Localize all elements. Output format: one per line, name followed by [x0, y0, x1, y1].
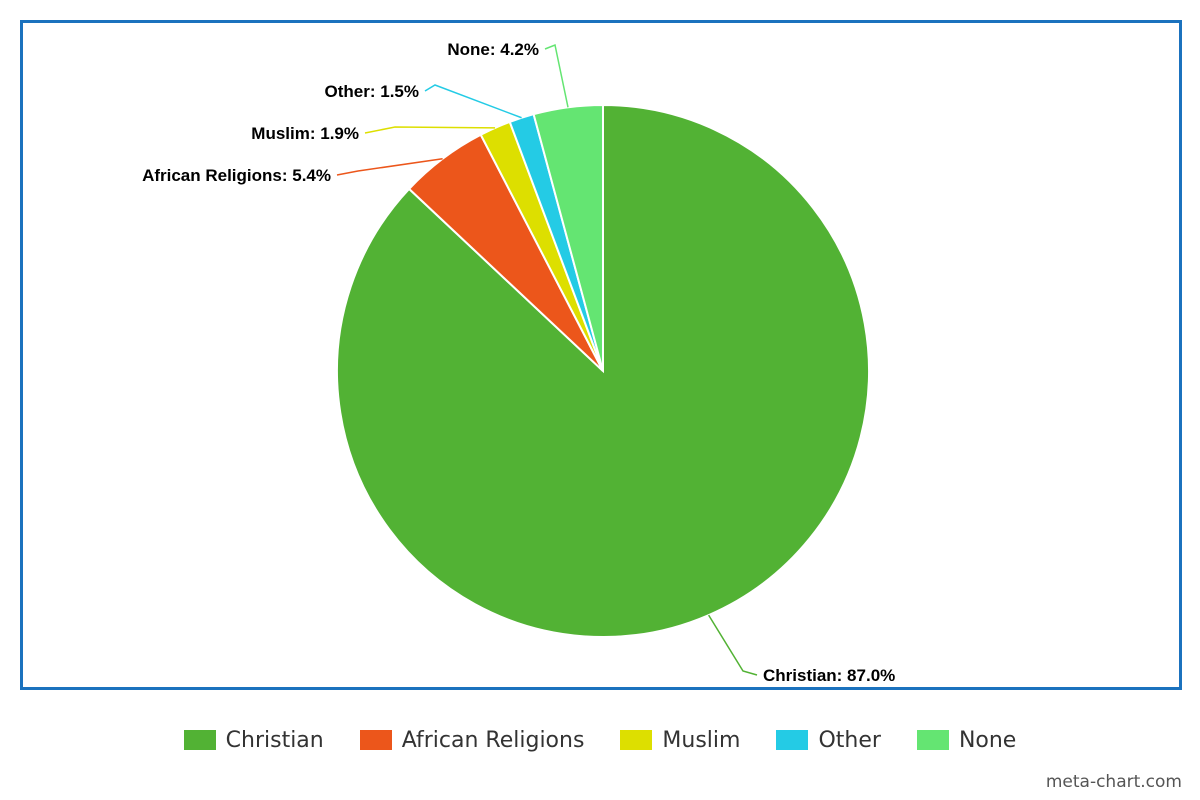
- connector-none: [544, 43, 569, 108]
- legend-item-african-religions[interactable]: African Religions: [359, 727, 585, 753]
- chart-frame: Christian: 87.0% African Religions: 5.4% M…: [20, 20, 1182, 690]
- legend-swatch-none: [916, 730, 949, 750]
- data-label-other: Other: 1.5%: [325, 82, 419, 101]
- legend-swatch-other: [776, 730, 809, 750]
- connector-african-religions: [336, 158, 443, 176]
- legend-item-muslim[interactable]: Muslim: [620, 728, 740, 753]
- legend-label-none: None: [958, 727, 1017, 753]
- legend: Christian African Religions Muslim Other…: [0, 724, 1200, 756]
- pie-chart: Christian: 87.0% African Religions: 5.4% M…: [142, 40, 895, 685]
- legend-item-other[interactable]: Other: [776, 727, 881, 753]
- legend-swatch-african-religions: [359, 730, 392, 750]
- legend-label-muslim: Muslim: [662, 727, 741, 753]
- legend-item-christian[interactable]: Christian: [183, 727, 324, 753]
- legend-item-none[interactable]: None: [916, 727, 1017, 753]
- legend-swatch-muslim: [620, 730, 653, 750]
- legend-swatch-christian: [183, 730, 216, 750]
- data-label-christian: Christian: 87.0%: [763, 666, 895, 685]
- data-label-muslim: Muslim: 1.9%: [251, 124, 359, 143]
- connector-christian: [708, 614, 758, 676]
- legend-label-african-religions: African Religions: [401, 727, 585, 753]
- credit-text[interactable]: meta-chart.com: [1045, 772, 1182, 792]
- legend-label-christian: Christian: [225, 727, 324, 753]
- pie-slice-christian[interactable]: [336, 103, 870, 638]
- data-label-african-religions: African Religions: 5.4%: [142, 166, 331, 185]
- connector-muslim: [364, 126, 496, 134]
- legend-label-other: Other: [818, 727, 881, 753]
- connector-other: [424, 84, 522, 119]
- data-label-none: None: 4.2%: [447, 40, 539, 59]
